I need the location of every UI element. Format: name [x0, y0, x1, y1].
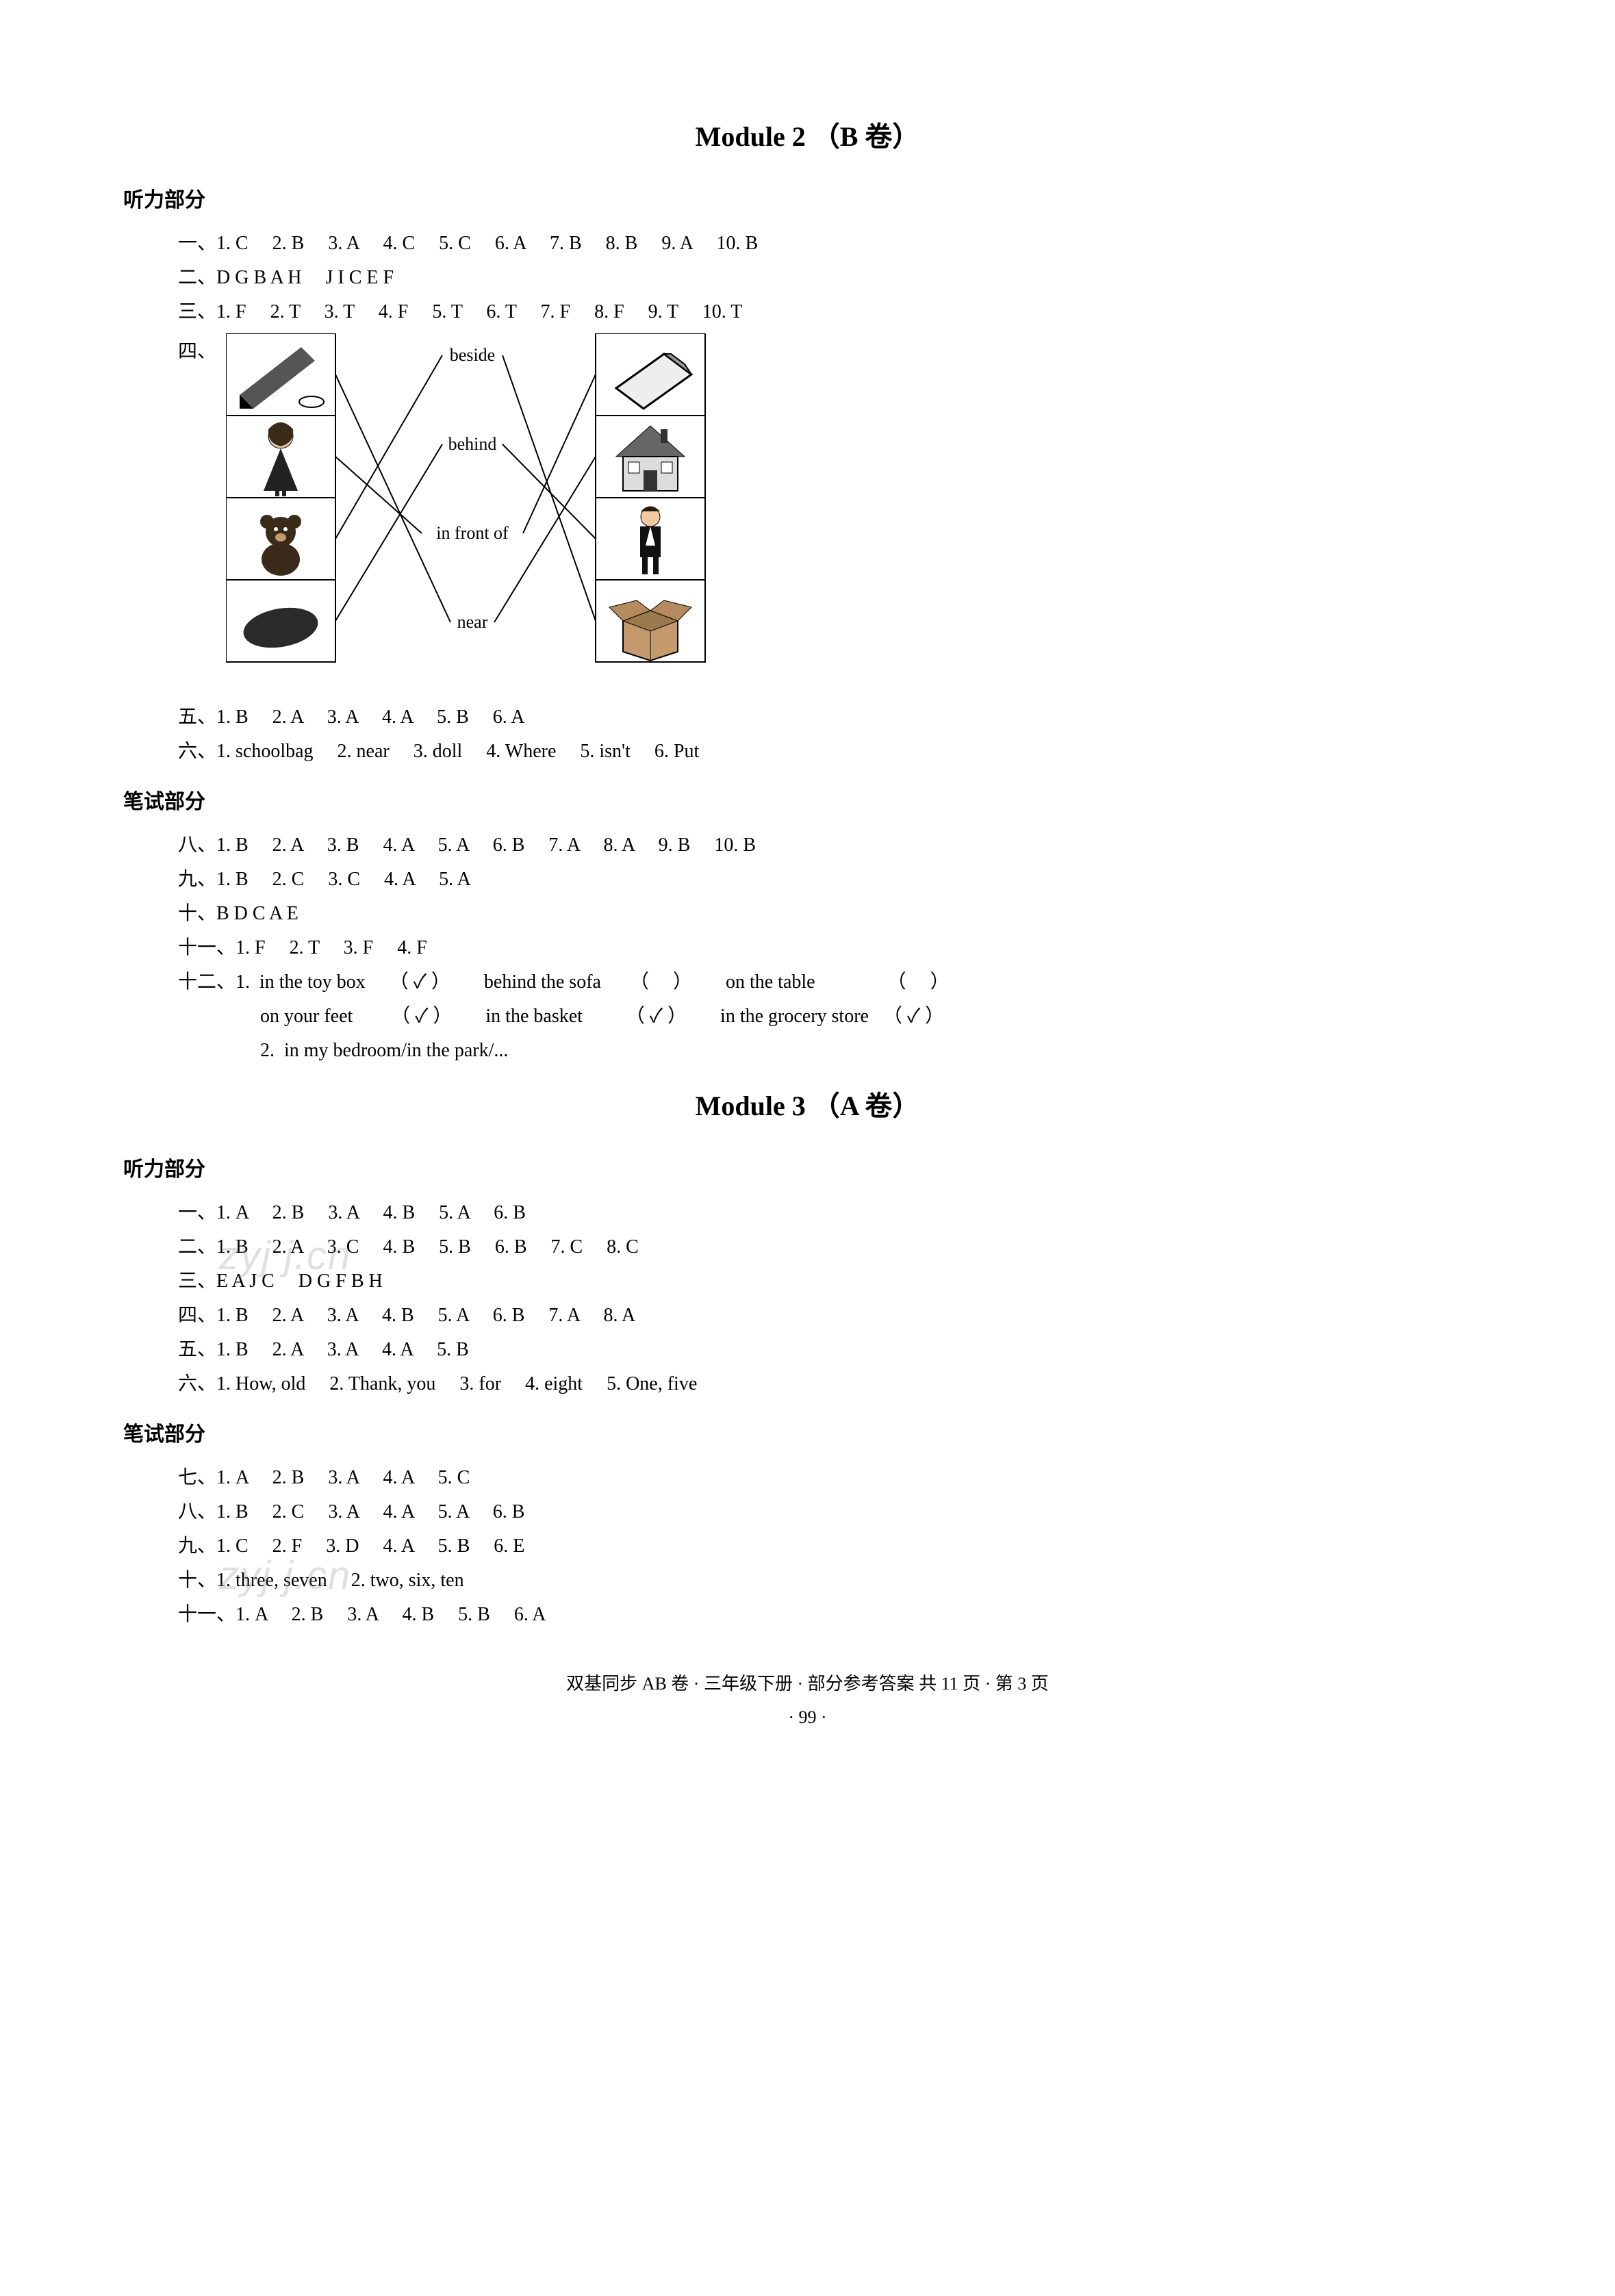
- m2-w8: 八、1. B 2. A 3. B 4. A 5. A 6. B 7. A 8. …: [123, 831, 1492, 860]
- m2-w12c: 2. in my bedroom/in the park/...: [123, 1036, 1492, 1065]
- m2-l1: 一、1. C 2. B 3. A 4. C 5. C 6. A 7. B 8. …: [123, 229, 1492, 258]
- m3-w8: 八、1. B 2. C 3. A 4. A 5. A 6. B: [123, 1498, 1492, 1527]
- word-near: near: [457, 612, 488, 632]
- m2-w10: 十、B D C A E: [123, 900, 1492, 928]
- m3-w10: 十、1. three, seven 2. two, six, ten: [123, 1566, 1492, 1595]
- m2-w9: 九、1. B 2. C 3. C 4. A 5. A: [123, 865, 1492, 894]
- m2-w12a: 十二、1. in the toy box （ ✓ ） behind the so…: [123, 968, 1492, 997]
- m2-l3: 三、1. F 2. T 3. T 4. F 5. T 6. T 7. F 8. …: [123, 298, 1492, 327]
- page-number: · 99 ·: [123, 1704, 1492, 1731]
- m2-w11: 十一、1. F 2. T 3. F 4. F: [123, 934, 1492, 962]
- module2-title: Module 2 （B 卷）: [123, 116, 1492, 157]
- m2-diagram-row: 四、 beside behind in front of near: [123, 333, 1492, 689]
- m3-w11: 十一、1. A 2. B 3. A 4. B 5. B 6. A: [123, 1600, 1492, 1629]
- matching-diagram: beside behind in front of near: [226, 333, 787, 689]
- m2-l4-label: 四、: [178, 333, 226, 366]
- m3-l2: 二、1. B 2. A 3. C 4. B 5. B 6. B 7. C 8. …: [123, 1233, 1492, 1262]
- m2-l5: 五、1. B 2. A 3. A 4. A 5. B 6. A: [123, 703, 1492, 732]
- word-in-front-of: in front of: [436, 523, 509, 543]
- m3-l4: 四、1. B 2. A 3. A 4. B 5. A 6. B 7. A 8. …: [123, 1301, 1492, 1330]
- m3-w7: 七、1. A 2. B 3. A 4. A 5. C: [123, 1464, 1492, 1492]
- m3-l5: 五、1. B 2. A 3. A 4. A 5. B: [123, 1336, 1492, 1364]
- m3-l3: 三、E A J C D G F B H: [123, 1267, 1492, 1296]
- m3-l1: 一、1. A 2. B 3. A 4. B 5. A 6. B: [123, 1199, 1492, 1227]
- word-beside: beside: [450, 345, 495, 365]
- word-behind: behind: [448, 434, 497, 454]
- m2-listening-header: 听力部分: [123, 185, 1492, 216]
- m3-w9: 九、1. C 2. F 3. D 4. A 5. B 6. E: [123, 1532, 1492, 1561]
- module3-title: Module 3 （A 卷）: [123, 1086, 1492, 1127]
- m2-l2: 二、D G B A H J I C E F: [123, 264, 1492, 292]
- m2-l6: 六、1. schoolbag 2. near 3. doll 4. Where …: [123, 737, 1492, 766]
- m2-w12b: on your feet （ ✓ ） in the basket （ ✓ ） i…: [123, 1002, 1492, 1031]
- m3-writing-header: 笔试部分: [123, 1419, 1492, 1450]
- m3-l6: 六、1. How, old 2. Thank, you 3. for 4. ei…: [123, 1370, 1492, 1399]
- m3-listening-header: 听力部分: [123, 1154, 1492, 1185]
- m2-writing-header: 笔试部分: [123, 787, 1492, 817]
- page-footer: 双基同步 AB 卷 · 三年级下册 · 部分参考答案 共 11 页 · 第 3 …: [123, 1670, 1492, 1697]
